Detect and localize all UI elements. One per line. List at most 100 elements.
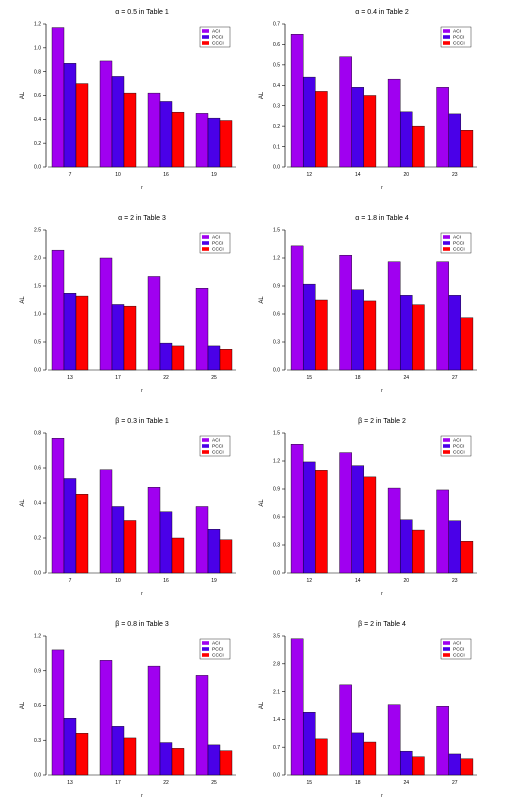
legend-label: CCCI xyxy=(212,41,224,47)
x-tick-label: 18 xyxy=(355,375,361,381)
x-tick-label: 25 xyxy=(211,375,217,381)
bar-aci xyxy=(290,245,304,371)
bar-pcci xyxy=(159,511,173,574)
y-tick-label: 0.6 xyxy=(273,515,280,521)
legend-label: PCCI xyxy=(453,444,464,450)
y-tick-label: 1.5 xyxy=(273,228,280,234)
legend-label: ACI xyxy=(212,641,220,647)
bar-aci xyxy=(195,288,209,371)
legend-swatch-ccci xyxy=(443,450,450,454)
y-tick-label: 0.0 xyxy=(273,773,280,779)
bar-ccci xyxy=(171,111,185,168)
bar-ccci xyxy=(315,91,328,168)
y-axis-label: AL xyxy=(20,296,26,304)
legend-swatch-pcci xyxy=(202,444,209,448)
bar-ccci xyxy=(219,349,233,371)
y-axis-label: AL xyxy=(259,91,265,99)
x-tick-label: 19 xyxy=(211,172,217,178)
bar-aci xyxy=(387,78,401,168)
legend-label: PCCI xyxy=(212,647,223,653)
bar-ccci xyxy=(315,738,328,776)
legend-swatch-aci xyxy=(443,641,450,645)
x-tick-label: 14 xyxy=(355,578,361,584)
y-tick-label: 2.8 xyxy=(273,662,280,668)
legend-swatch-ccci xyxy=(443,247,450,251)
bar-aci xyxy=(51,249,65,371)
y-tick-label: 0.5 xyxy=(34,340,41,346)
bar-ccci xyxy=(315,299,328,371)
x-axis-label: r xyxy=(381,388,383,394)
y-tick-label: 0.0 xyxy=(34,773,41,779)
bar-aci xyxy=(51,649,65,776)
panel-title: β = 2 in Table 4 xyxy=(358,621,406,628)
y-tick-label: 2.5 xyxy=(34,228,41,234)
legend-label: ACI xyxy=(453,438,461,444)
bar-aci xyxy=(195,675,209,776)
x-tick-label: 17 xyxy=(115,780,121,786)
legend-swatch-aci xyxy=(202,438,209,442)
x-tick-label: 10 xyxy=(115,172,121,178)
legend-label: PCCI xyxy=(212,35,223,41)
bar-aci xyxy=(99,257,113,371)
legend-swatch-aci xyxy=(202,641,209,645)
legend-swatch-pcci xyxy=(202,241,209,245)
y-tick-label: 2.0 xyxy=(34,256,41,262)
bar-aci xyxy=(339,452,352,574)
legend-swatch-pcci xyxy=(443,444,450,448)
bar-ccci xyxy=(75,295,89,371)
bar-pcci xyxy=(399,519,413,574)
bar-aci xyxy=(99,660,113,776)
y-tick-label: 0.4 xyxy=(273,83,280,89)
x-tick-label: 25 xyxy=(211,780,217,786)
y-tick-label: 0.0 xyxy=(34,571,41,577)
bar-aci xyxy=(387,704,401,776)
y-axis-label: AL xyxy=(20,701,26,709)
y-tick-label: 0.7 xyxy=(273,745,280,751)
bar-pcci xyxy=(207,117,221,168)
x-tick-label: 13 xyxy=(67,375,73,381)
x-axis-label: r xyxy=(381,793,383,799)
bar-ccci xyxy=(412,304,425,371)
y-tick-label: 0.3 xyxy=(34,738,41,744)
bar-pcci xyxy=(351,289,365,371)
panel-title: α = 0.5 in Table 1 xyxy=(115,9,169,16)
legend-swatch-pcci xyxy=(443,35,450,39)
bar-aci xyxy=(147,92,161,168)
legend-label: ACI xyxy=(212,29,220,35)
bar-pcci xyxy=(111,304,125,371)
x-tick-label: 13 xyxy=(67,780,73,786)
bar-aci xyxy=(339,684,352,776)
legend-swatch-pcci xyxy=(202,35,209,39)
bar-ccci xyxy=(363,741,377,776)
legend-swatch-ccci xyxy=(202,247,209,251)
x-tick-label: 16 xyxy=(163,172,169,178)
legend-swatch-ccci xyxy=(202,450,209,454)
bar-pcci xyxy=(399,750,413,776)
y-tick-label: 0.8 xyxy=(34,69,41,75)
bar-aci xyxy=(290,34,304,168)
bar-pcci xyxy=(63,63,77,168)
bar-pcci xyxy=(448,295,462,371)
bar-ccci xyxy=(363,95,377,168)
bar-pcci xyxy=(351,465,365,574)
y-axis-label: AL xyxy=(259,499,265,507)
legend-swatch-aci xyxy=(443,29,450,33)
panel-title: α = 1.8 in Table 4 xyxy=(355,215,409,222)
bar-aci xyxy=(436,87,449,168)
legend-swatch-ccci xyxy=(443,41,450,45)
legend-swatch-aci xyxy=(443,235,450,239)
bar-pcci xyxy=(302,283,316,371)
x-tick-label: 15 xyxy=(306,780,312,786)
bar-aci xyxy=(99,60,113,168)
bar-ccci xyxy=(460,130,474,168)
y-tick-label: 0.0 xyxy=(34,165,41,171)
panel-title: α = 0.4 in Table 2 xyxy=(355,9,409,16)
x-tick-label: 14 xyxy=(355,172,361,178)
y-tick-label: 0.4 xyxy=(34,501,41,507)
legend-label: CCCI xyxy=(453,653,465,659)
bar-ccci xyxy=(123,305,137,371)
bar-aci xyxy=(436,261,449,371)
legend-label: ACI xyxy=(453,235,461,241)
x-axis-label: r xyxy=(141,591,143,597)
bar-aci xyxy=(51,438,65,574)
